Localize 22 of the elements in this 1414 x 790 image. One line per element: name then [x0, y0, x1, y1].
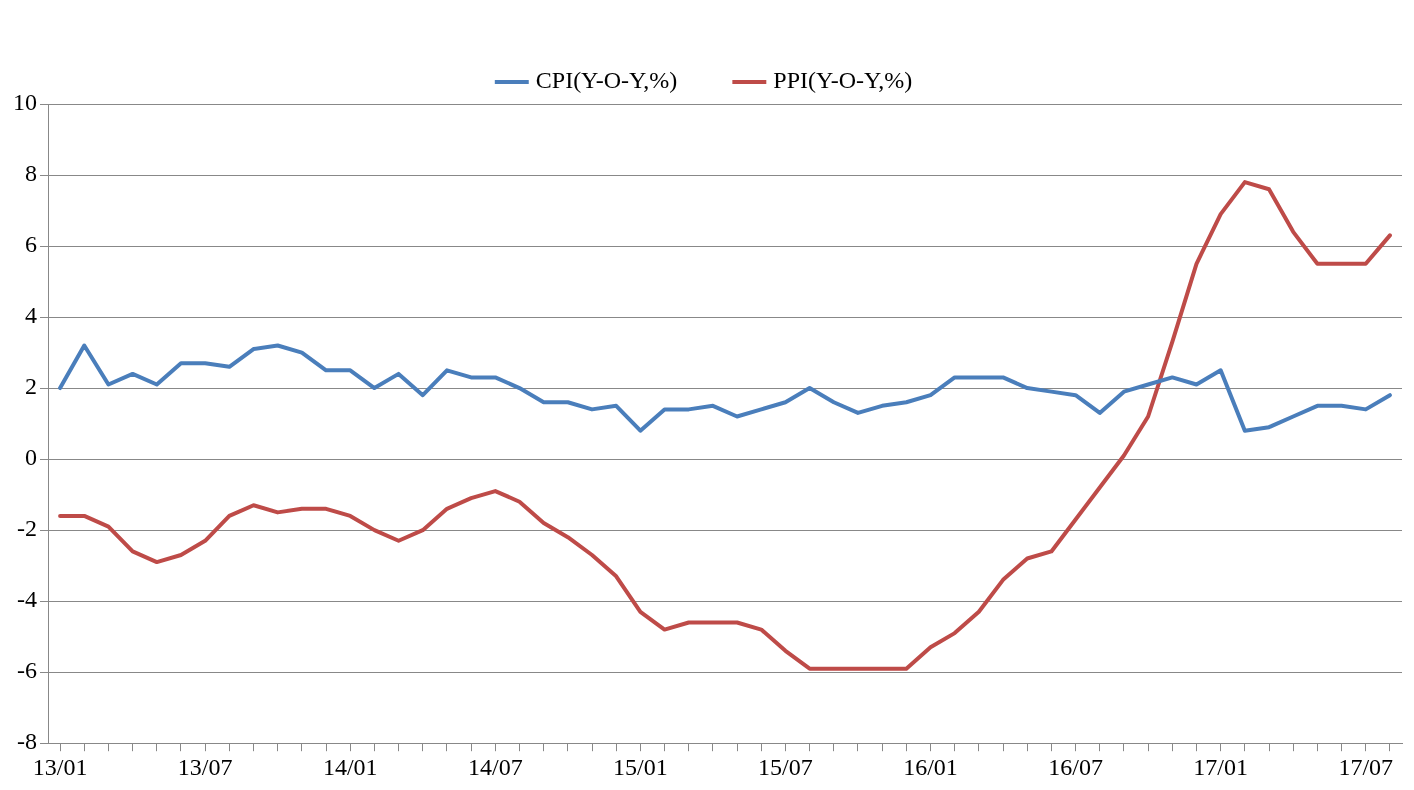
y-tick-label: 8 — [25, 160, 37, 187]
y-tick-label: 4 — [25, 302, 37, 329]
x-tick-label: 15/07 — [758, 753, 813, 780]
x-tick-label: 17/07 — [1338, 753, 1394, 780]
x-tick-label: 16/07 — [1048, 753, 1103, 780]
x-tick-label: 13/01 — [32, 753, 88, 780]
y-tick-label: -6 — [17, 657, 37, 684]
y-tick-label: 0 — [25, 444, 37, 471]
x-tick-label: 17/01 — [1193, 753, 1248, 780]
x-tick-label: 14/07 — [467, 753, 523, 780]
y-tick-label: -4 — [17, 586, 37, 613]
y-tick-label: 6 — [25, 231, 37, 258]
y-tick-label: -8 — [17, 728, 37, 755]
x-tick-label: 15/01 — [613, 753, 668, 780]
legend-label: CPI(Y-O-Y,%) — [535, 67, 678, 94]
x-tick-label: 16/01 — [903, 753, 958, 780]
x-tick-label: 14/01 — [322, 753, 378, 780]
y-tick-label: -2 — [17, 515, 37, 542]
legend-label: PPI(Y-O-Y,%) — [773, 67, 913, 94]
y-tick-label: 2 — [25, 373, 37, 400]
x-tick-label: 13/07 — [177, 753, 233, 780]
y-tick-label: 10 — [13, 89, 37, 116]
